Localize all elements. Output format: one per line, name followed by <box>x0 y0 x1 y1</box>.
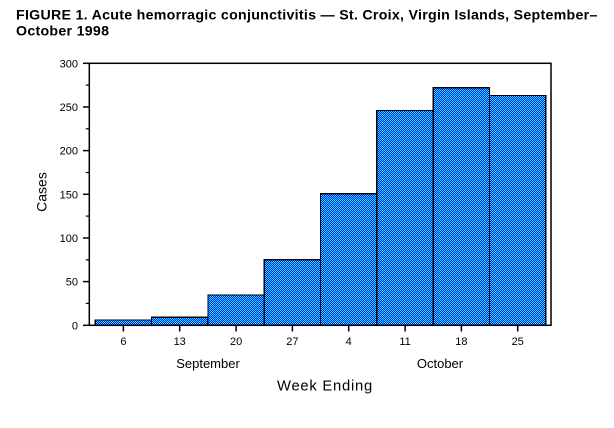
svg-text:200: 200 <box>60 146 78 158</box>
svg-text:6: 6 <box>120 336 126 348</box>
svg-text:100: 100 <box>60 233 78 245</box>
svg-text:300: 300 <box>60 58 78 70</box>
svg-text:October 1998: October 1998 <box>16 23 109 39</box>
svg-text:150: 150 <box>60 189 78 201</box>
svg-text:25: 25 <box>512 336 524 348</box>
svg-text:11: 11 <box>399 336 410 348</box>
svg-text:250: 250 <box>60 102 78 114</box>
svg-text:27: 27 <box>286 336 298 348</box>
svg-text:FIGURE 1. Acute hemorragic con: FIGURE 1. Acute hemorragic conjunctiviti… <box>16 7 598 23</box>
svg-text:October: October <box>417 356 464 371</box>
svg-text:50: 50 <box>66 277 78 289</box>
svg-text:13: 13 <box>174 336 186 348</box>
svg-text:4: 4 <box>346 336 352 348</box>
svg-text:0: 0 <box>72 320 78 332</box>
svg-text:20: 20 <box>230 336 242 348</box>
svg-text:18: 18 <box>455 336 467 348</box>
svg-text:September: September <box>176 356 240 371</box>
svg-text:Cases: Cases <box>34 172 50 212</box>
svg-text:Week Ending: Week Ending <box>277 379 373 395</box>
